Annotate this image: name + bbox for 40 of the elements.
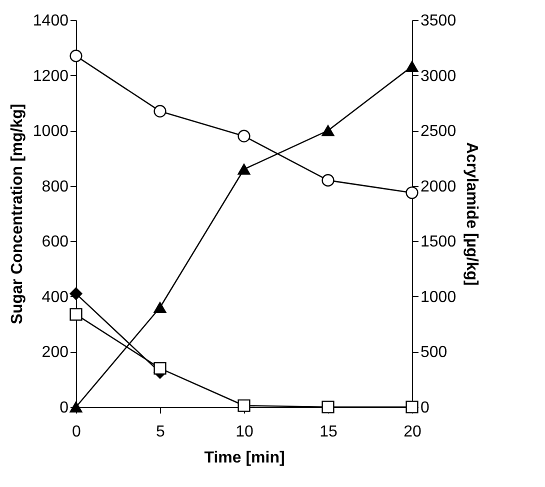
y2-tick-label: 1000 bbox=[420, 288, 456, 306]
point bbox=[322, 125, 334, 136]
y2-tick-label: 3500 bbox=[420, 12, 456, 30]
x-tick-label: 10 bbox=[236, 424, 254, 440]
y2-tick-label: 500 bbox=[420, 344, 448, 362]
point bbox=[154, 104, 166, 118]
point bbox=[406, 400, 418, 414]
y2-tick-label: 1500 bbox=[420, 234, 456, 251]
y-tick-label: 400 bbox=[42, 288, 69, 306]
point bbox=[238, 399, 250, 412]
point bbox=[154, 362, 166, 375]
point bbox=[322, 174, 334, 187]
x-axis-title: Time [min] bbox=[204, 450, 285, 466]
y-tick-label: 600 bbox=[42, 234, 69, 251]
point bbox=[238, 164, 250, 175]
y-tick-label: 0 bbox=[60, 400, 69, 416]
x-tick-label: 20 bbox=[404, 424, 422, 440]
y2-tick-label: 3000 bbox=[420, 68, 456, 85]
y-tick-label: 1400 bbox=[32, 12, 69, 30]
y2-tick-label: 2000 bbox=[420, 178, 456, 196]
point bbox=[70, 50, 82, 62]
x-tick-label: 0 bbox=[72, 424, 82, 440]
point bbox=[70, 401, 82, 413]
point bbox=[154, 302, 166, 314]
y-tick-label: 1200 bbox=[32, 68, 69, 85]
x-tick-label: 15 bbox=[320, 424, 338, 440]
x-tick-label: 5 bbox=[156, 424, 166, 440]
y-tick-label: 800 bbox=[42, 178, 69, 196]
y2-axis-title: Acrylamide [µg/kg] bbox=[463, 142, 480, 286]
point bbox=[238, 130, 250, 142]
point bbox=[70, 287, 82, 300]
point bbox=[406, 186, 418, 200]
y-axis-title: Sugar Concentration [mg/kg] bbox=[8, 104, 26, 324]
point bbox=[70, 308, 82, 321]
y2-tick-label: 0 bbox=[420, 400, 430, 416]
y-tick-label: 1000 bbox=[32, 123, 69, 140]
point bbox=[406, 60, 418, 72]
y-tick-label: 200 bbox=[42, 344, 69, 362]
y2-tick-label: 2500 bbox=[420, 123, 456, 140]
point bbox=[322, 400, 334, 414]
